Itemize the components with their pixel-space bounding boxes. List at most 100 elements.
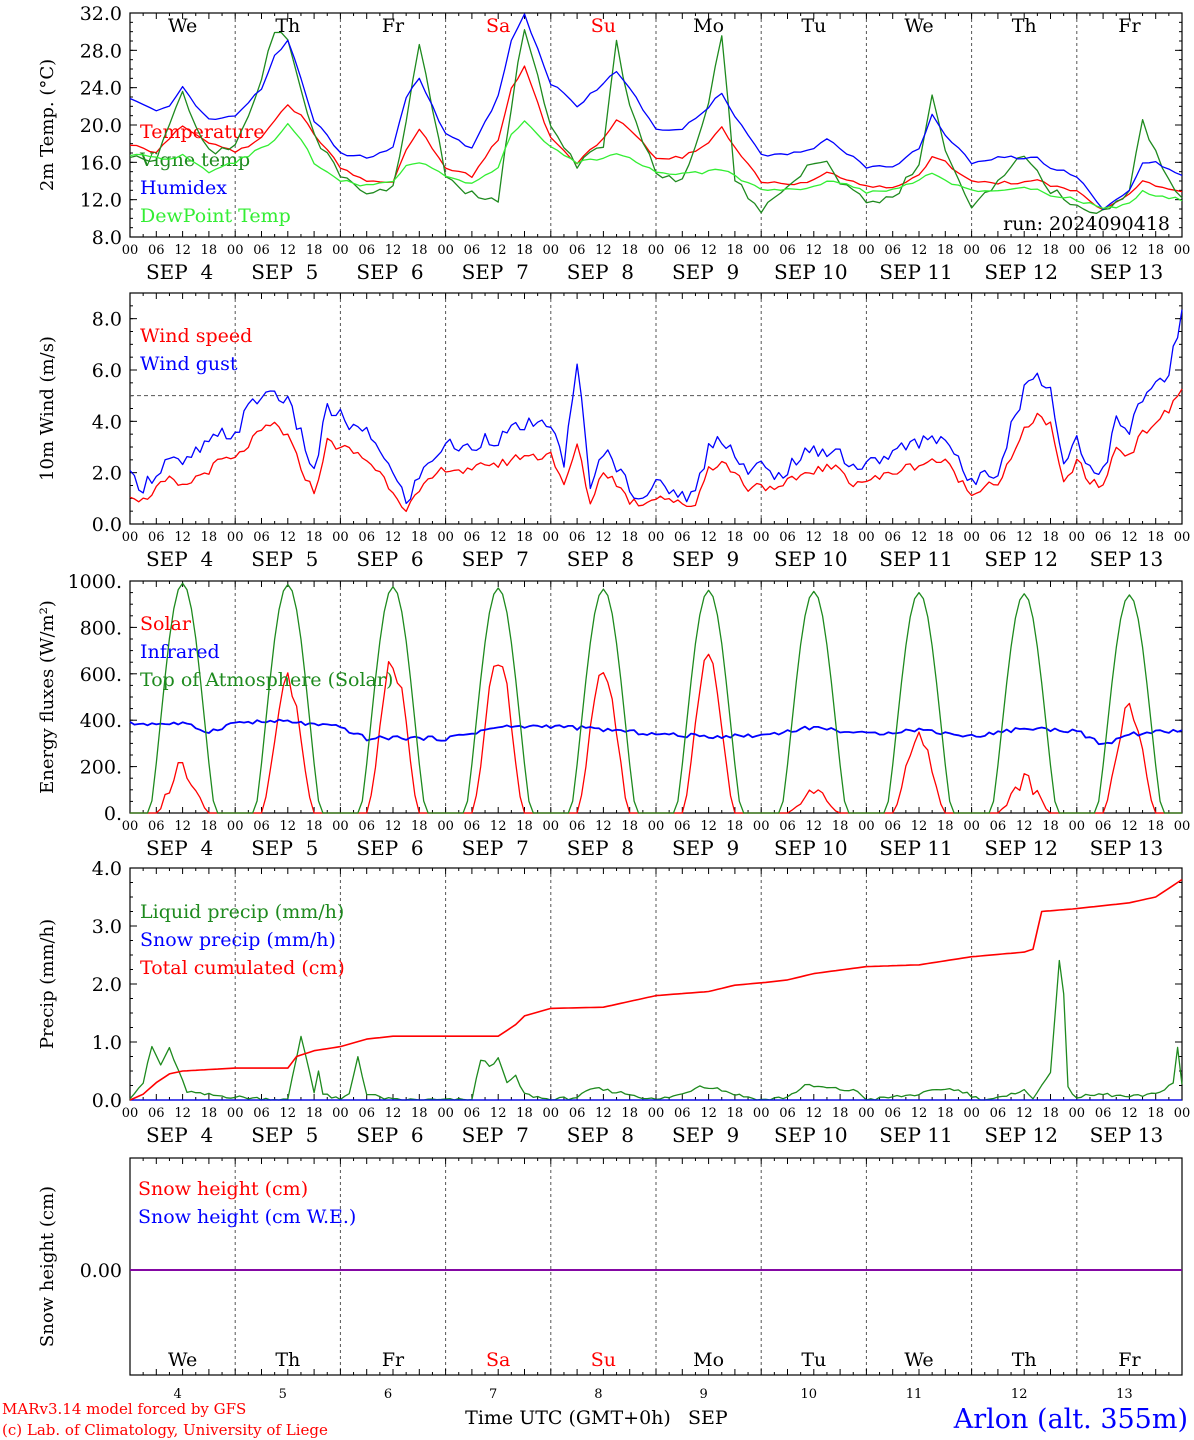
x-hour-label: 06: [569, 530, 586, 545]
x-day-label: SEP 5: [251, 1123, 318, 1147]
station-name: Arlon (alt. 355m): [953, 1404, 1188, 1435]
weekday-label: We: [904, 1349, 933, 1371]
x-hour-label: 12: [1121, 243, 1138, 258]
x-hour-label: 12: [385, 243, 402, 258]
x-hour-label: 06: [358, 243, 375, 258]
x-hour-label: 06: [674, 530, 691, 545]
x-day-label: SEP 13: [1090, 547, 1164, 571]
legend-entry: Top of Atmosphere (Solar): [140, 669, 393, 691]
weekday-label: We: [904, 15, 933, 37]
weekday-label: Su: [591, 15, 616, 37]
x-hour-label: 18: [1147, 243, 1164, 258]
y-tick-label: 200.: [80, 757, 122, 779]
x-hour-label: 00: [753, 819, 770, 834]
x-hour-label: 18: [411, 1106, 428, 1121]
x-day-label: SEP 7: [462, 1123, 529, 1147]
x-hour-label: 12: [1016, 1106, 1033, 1121]
x-hour-label: 12: [490, 819, 507, 834]
x-day-label: SEP 12: [984, 547, 1058, 571]
x-hour-label: 12: [490, 243, 507, 258]
day-number: 5: [279, 1387, 287, 1402]
day-number: 10: [801, 1387, 818, 1402]
x-hour-label: 18: [201, 1106, 218, 1121]
x-hour-label: 18: [516, 530, 533, 545]
y-axis-title: Snow height (cm): [37, 1186, 58, 1347]
x-hour-label: 12: [1121, 530, 1138, 545]
x-day-label: SEP 8: [567, 260, 634, 284]
x-hour-label: 12: [595, 1106, 612, 1121]
x-hour-label: 06: [148, 243, 165, 258]
x-hour-label: 12: [700, 243, 717, 258]
weekday-label: Fr: [382, 15, 405, 37]
x-hour-label: 06: [779, 1106, 796, 1121]
x-hour-label: 18: [306, 1106, 323, 1121]
x-hour-label: 12: [1016, 819, 1033, 834]
legend-entry: Snow height (cm W.E.): [138, 1206, 356, 1228]
x-hour-label: 00: [1069, 1106, 1086, 1121]
weekday-label: Sa: [486, 1349, 510, 1371]
x-hour-label: 00: [1069, 243, 1086, 258]
x-hour-label: 18: [832, 819, 849, 834]
x-day-label: SEP 10: [774, 547, 848, 571]
x-hour-label: 00: [858, 243, 875, 258]
y-axis-title: Precip (mm/h): [37, 919, 58, 1049]
x-day-label: SEP 8: [567, 547, 634, 571]
x-hour-label: 00: [648, 1106, 665, 1121]
day-number: 6: [384, 1387, 392, 1402]
x-hour-label: 00: [1174, 530, 1191, 545]
x-hour-label: 00: [543, 243, 560, 258]
x-hour-label: 18: [1147, 530, 1164, 545]
run-label: run: 2024090418: [1003, 213, 1170, 235]
x-hour-label: 18: [727, 530, 744, 545]
x-hour-label: 00: [543, 819, 560, 834]
weekday-label: We: [168, 15, 197, 37]
x-hour-label: 06: [148, 530, 165, 545]
x-hour-label: 18: [516, 243, 533, 258]
x-hour-label: 18: [516, 819, 533, 834]
x-hour-label: 06: [990, 1106, 1007, 1121]
x-hour-label: 18: [306, 819, 323, 834]
x-hour-label: 00: [122, 530, 139, 545]
x-hour-label: 12: [700, 530, 717, 545]
x-day-label: SEP 9: [672, 836, 739, 860]
x-day-label: SEP 12: [984, 1123, 1058, 1147]
x-hour-label: 18: [937, 1106, 954, 1121]
x-hour-label: 06: [358, 819, 375, 834]
y-tick-label: 8.0: [92, 227, 122, 249]
weekday-label: Sa: [486, 15, 510, 37]
y-tick-label: 800.: [80, 617, 122, 639]
legend-entry: Vigne temp: [139, 149, 250, 171]
day-number: 7: [489, 1387, 497, 1402]
series-line-total-cumulated-cm-: [129, 878, 1183, 1101]
x-hour-label: 18: [1042, 243, 1059, 258]
x-hour-label: 06: [990, 243, 1007, 258]
x-hour-label: 00: [858, 1106, 875, 1121]
x-hour-label: 00: [1069, 819, 1086, 834]
y-tick-label: 2.0: [92, 463, 122, 485]
x-hour-label: 12: [174, 530, 191, 545]
x-day-label: SEP 4: [146, 836, 213, 860]
x-hour-label: 06: [884, 530, 901, 545]
x-hour-label: 12: [1121, 819, 1138, 834]
day-number: 12: [1011, 1387, 1028, 1402]
x-hour-label: 00: [332, 1106, 349, 1121]
x-hour-label: 12: [280, 243, 297, 258]
x-day-label: SEP 5: [251, 836, 318, 860]
x-hour-label: 06: [884, 819, 901, 834]
x-hour-label: 00: [332, 819, 349, 834]
x-hour-label: 06: [358, 530, 375, 545]
x-hour-label: 06: [1095, 243, 1112, 258]
x-hour-label: 12: [700, 1106, 717, 1121]
x-hour-label: 06: [569, 1106, 586, 1121]
x-hour-label: 12: [490, 530, 507, 545]
x-hour-label: 00: [963, 530, 980, 545]
x-hour-label: 06: [1095, 819, 1112, 834]
y-tick-label: 4.0: [92, 858, 122, 880]
y-axis-title: Energy fluxes (W/m²): [37, 600, 58, 794]
x-hour-label: 06: [464, 819, 481, 834]
x-day-label: SEP 4: [146, 547, 213, 571]
weekday-label: Mo: [693, 15, 724, 37]
x-hour-label: 18: [832, 530, 849, 545]
x-hour-label: 18: [937, 819, 954, 834]
weekday-label: Su: [591, 1349, 616, 1371]
